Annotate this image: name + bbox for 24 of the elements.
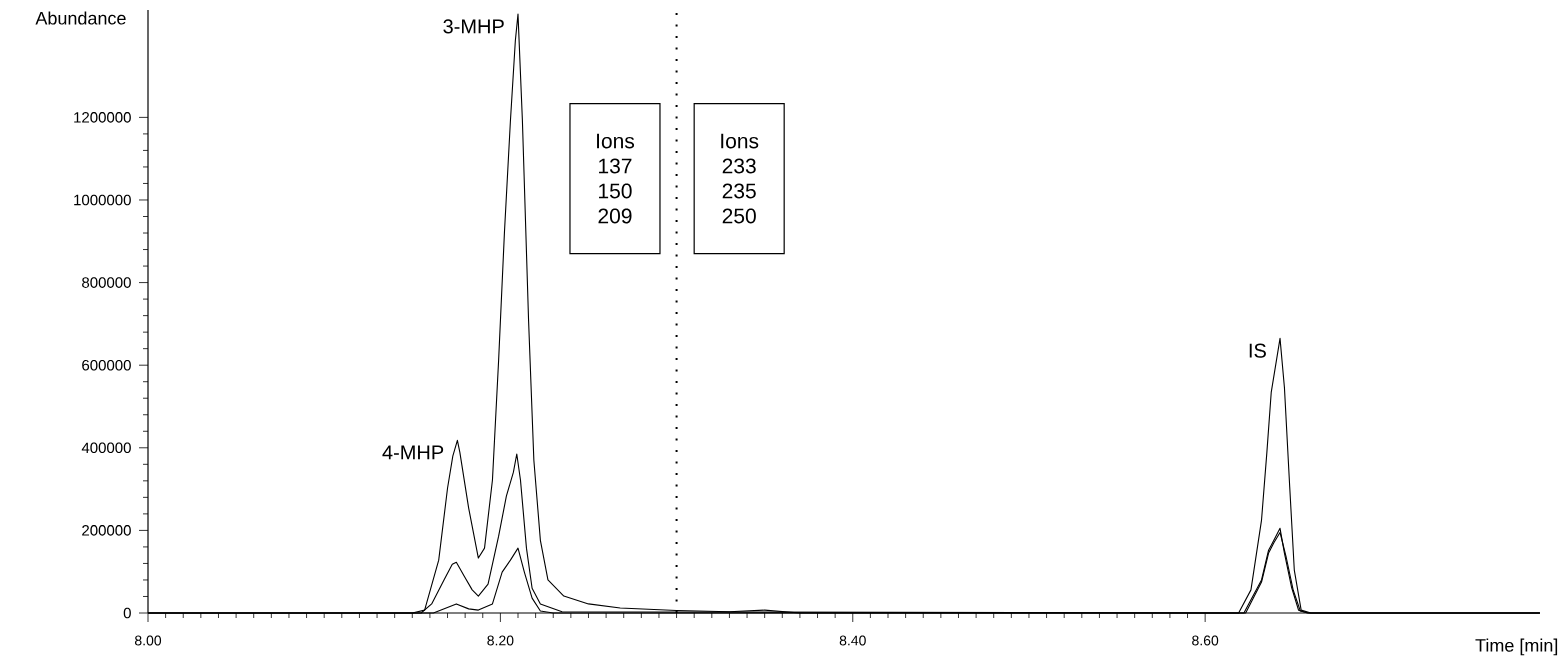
y-tick-label: 400000 — [81, 442, 131, 454]
y-tick-label: 1200000 — [74, 112, 131, 123]
annotation: Ions — [721, 133, 759, 149]
x-tick-label: 8.60 — [1192, 635, 1219, 646]
annotation: 209 — [598, 208, 632, 224]
annotation: 3-MHP — [443, 19, 504, 34]
annotation: IS — [1249, 343, 1266, 358]
y-tick-label: 600000 — [82, 359, 131, 371]
annotation: 250 — [722, 208, 756, 224]
y-tick-label: 800000 — [82, 277, 131, 288]
y-tick-label: 1000000 — [74, 194, 131, 206]
x-axis-title: Time [min] — [1475, 638, 1558, 656]
annotation: Ions — [597, 133, 635, 149]
x-tick-label: 8.20 — [487, 635, 514, 646]
x-tick-label: 8.40 — [839, 635, 866, 646]
annotation: 150 — [599, 183, 632, 199]
y-tick-label: 200000 — [82, 525, 131, 536]
x-tick-label: 8.00 — [134, 635, 162, 646]
annotation: 137 — [599, 158, 632, 174]
annotation: 235 — [722, 183, 756, 199]
annotation: 4-MHP — [382, 445, 444, 460]
y-axis-title: Abundance — [35, 11, 126, 25]
y-tick-label: 0 — [123, 607, 131, 619]
annotation: 233 — [722, 158, 756, 174]
